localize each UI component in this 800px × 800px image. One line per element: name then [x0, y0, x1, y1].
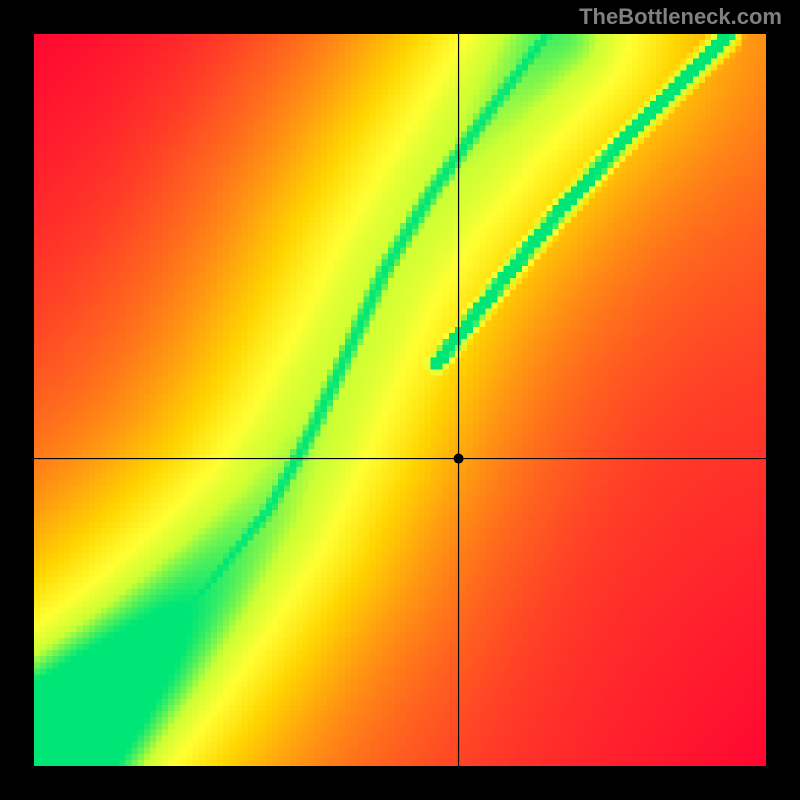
watermark-text: TheBottleneck.com	[579, 4, 782, 30]
bottleneck-heatmap	[34, 34, 766, 766]
